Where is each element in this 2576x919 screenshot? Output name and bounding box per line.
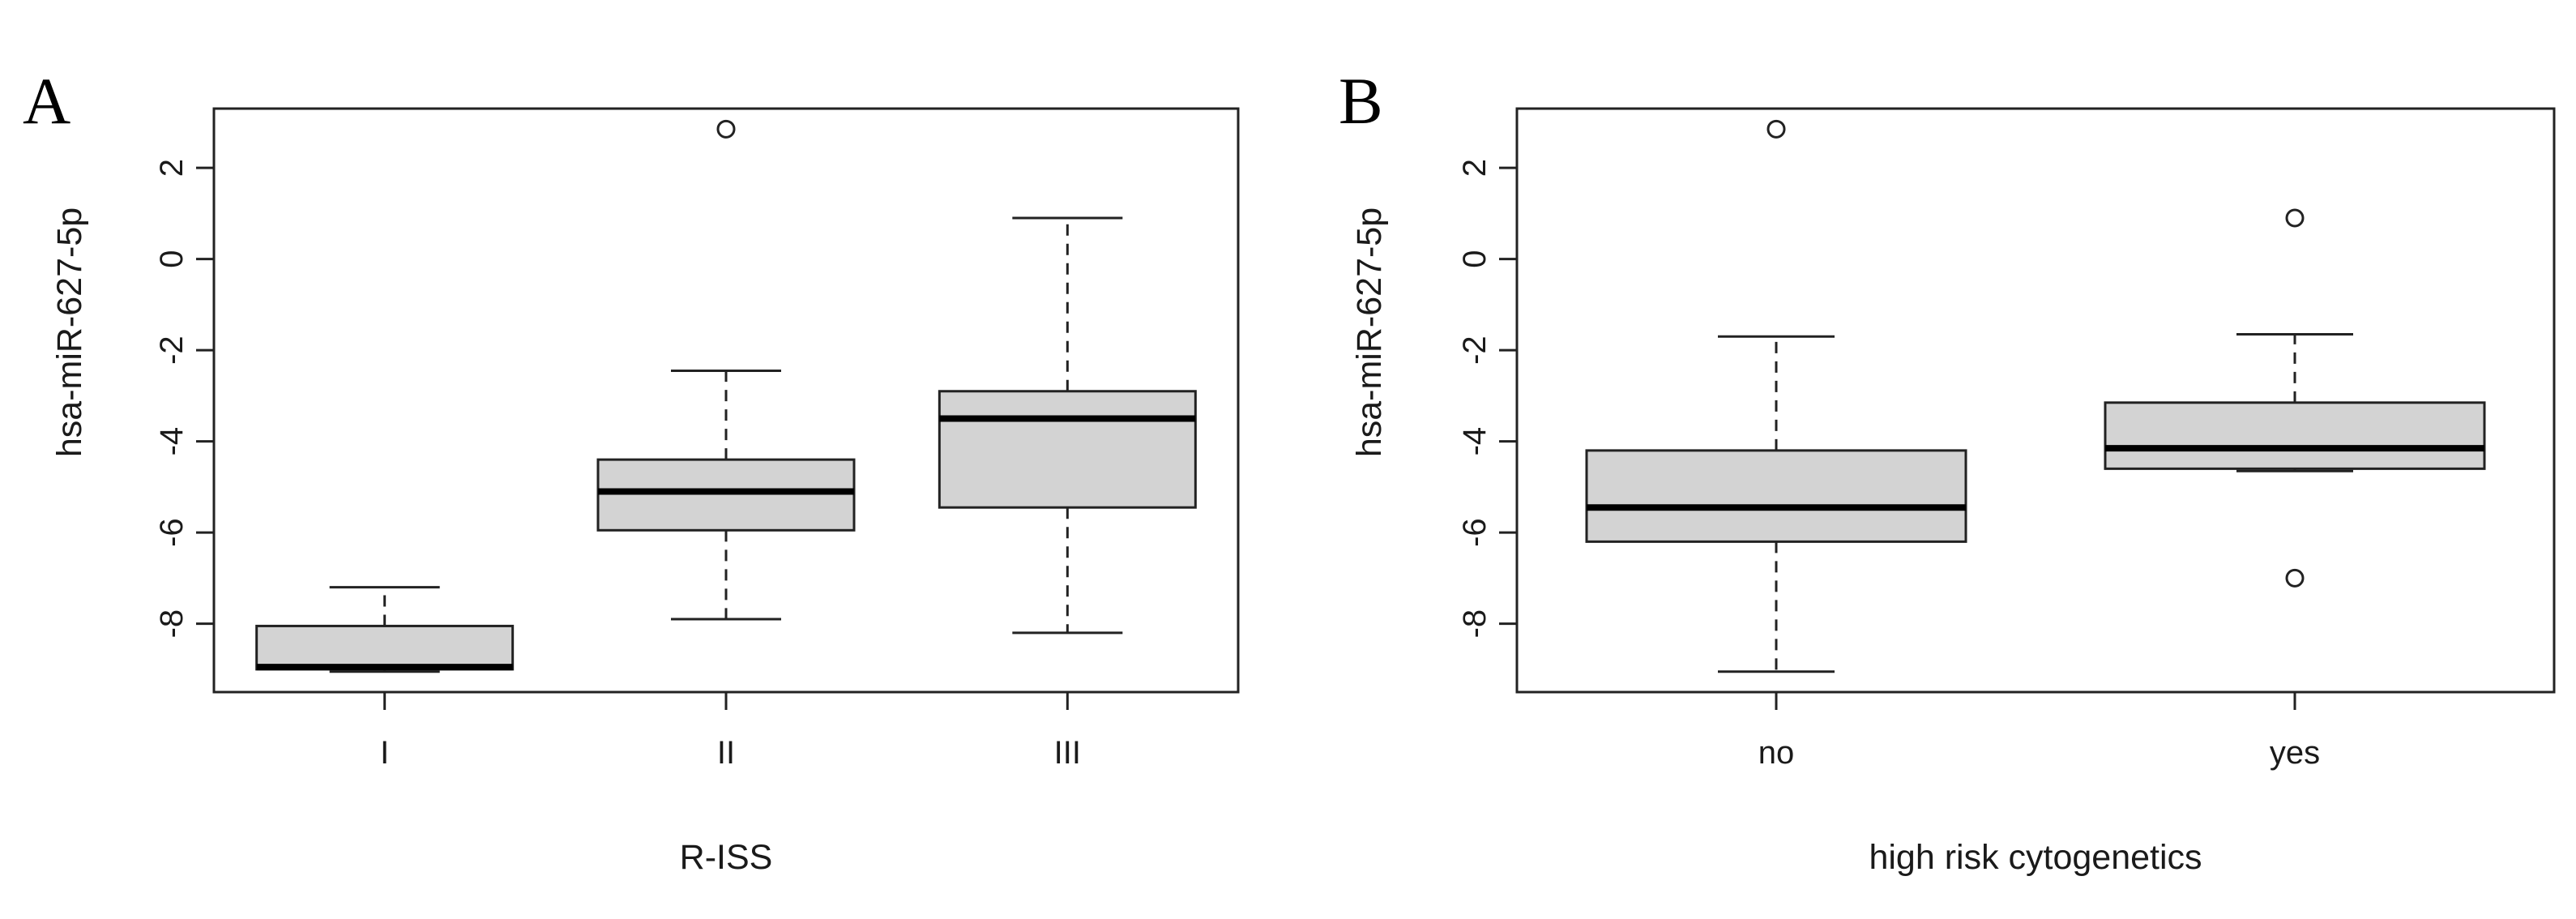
y-tick-label: -4 bbox=[154, 427, 190, 456]
box-group bbox=[596, 119, 856, 621]
box-group bbox=[1585, 119, 1967, 673]
y-tick-label: 2 bbox=[1457, 159, 1493, 177]
plot-frame bbox=[1515, 107, 2556, 694]
y-tick-label: -2 bbox=[1457, 336, 1493, 365]
iqr-box bbox=[596, 458, 856, 532]
box-group bbox=[938, 216, 1197, 635]
y-tick-label: -2 bbox=[154, 336, 190, 365]
panel-letter-a: A bbox=[23, 64, 70, 138]
y-tick-label: -8 bbox=[154, 609, 190, 639]
y-axis-title: hsa-miR-627-5p bbox=[50, 207, 89, 457]
y-tick-label: 2 bbox=[154, 159, 190, 177]
outlier-point bbox=[2285, 568, 2305, 588]
y-axis-title: hsa-miR-627-5p bbox=[1350, 207, 1389, 457]
iqr-box bbox=[938, 390, 1197, 509]
x-axis-title: high risk cytogenetics bbox=[1869, 838, 2202, 877]
x-tick-label: yes bbox=[2270, 735, 2320, 771]
outlier-point bbox=[1766, 119, 1786, 139]
y-tick-label: -6 bbox=[1457, 518, 1493, 547]
y-tick-label: 0 bbox=[1457, 250, 1493, 268]
outlier-point bbox=[716, 119, 736, 139]
y-tick-label: -6 bbox=[154, 518, 190, 547]
iqr-box bbox=[1585, 449, 1967, 543]
outlier-point bbox=[2285, 208, 2305, 228]
x-axis-title: R-ISS bbox=[680, 838, 773, 877]
box-group bbox=[2104, 208, 2486, 588]
iqr-box bbox=[255, 624, 515, 671]
x-tick-label: II bbox=[717, 735, 735, 771]
y-tick-label: -8 bbox=[1457, 609, 1493, 639]
x-tick-label: III bbox=[1054, 735, 1081, 771]
iqr-box bbox=[2104, 401, 2486, 470]
x-tick-label: I bbox=[380, 735, 389, 771]
y-tick-label: 0 bbox=[154, 250, 190, 268]
box-group bbox=[255, 586, 515, 673]
y-tick-label: -4 bbox=[1457, 427, 1493, 456]
x-tick-label: no bbox=[1758, 735, 1795, 771]
panel-letter-b: B bbox=[1339, 64, 1383, 138]
box-plot-b: -8 -6 -4 -2 0 2 no yes high risk cytogenetics hsa… bbox=[1350, 107, 2556, 877]
